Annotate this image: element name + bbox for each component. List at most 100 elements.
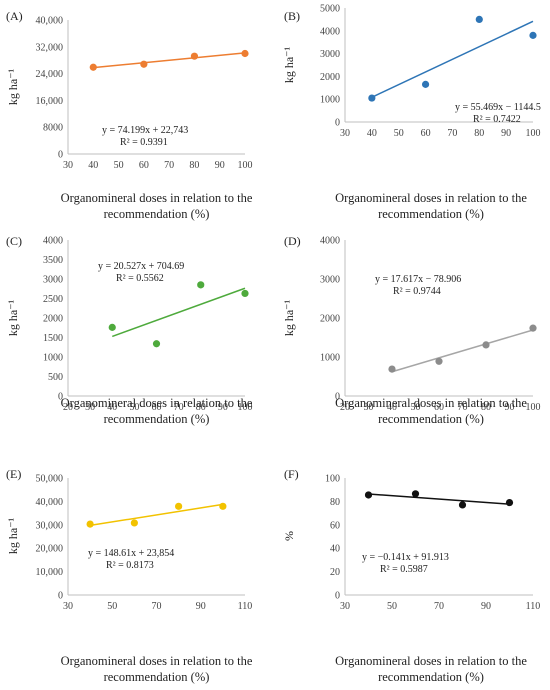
x-tick-label: 20: [63, 402, 73, 413]
r-squared: R² = 0.5562: [116, 273, 164, 284]
x-tick-label: 50: [394, 128, 404, 139]
x-axis-label-line1: Organomineral doses in relation to the: [61, 654, 253, 668]
data-point: [108, 323, 116, 331]
x-tick-label: 30: [340, 601, 350, 612]
y-tick-label: 500: [48, 372, 63, 383]
trend-line: [391, 329, 534, 373]
r-squared: R² = 0.5987: [380, 564, 428, 575]
data-point: [152, 340, 161, 348]
x-tick-label: 90: [218, 402, 228, 413]
x-axis-label-line1: Organomineral doses in relation to the: [335, 396, 527, 410]
y-axis-label: kg ha⁻¹: [282, 46, 296, 83]
y-tick-label: 0: [335, 591, 340, 602]
trend-equation: y = 148.61x + 23,854: [88, 548, 174, 559]
data-point: [140, 60, 148, 68]
x-tick-label: 30: [63, 160, 73, 171]
x-tick-label: 70: [447, 128, 457, 139]
x-tick-label: 30: [63, 601, 73, 612]
x-tick-label: 50: [129, 402, 139, 413]
x-tick-label: 70: [152, 601, 162, 612]
data-point: [482, 341, 490, 349]
x-tick-label: 50: [107, 601, 117, 612]
x-axis-label-line2: recommendation (%): [378, 670, 484, 684]
x-tick-label: 90: [505, 402, 515, 413]
data-point: [475, 15, 483, 23]
y-tick-label: 4000: [320, 236, 340, 247]
y-tick-label: 2500: [43, 294, 63, 305]
x-axis-label-line2: recommendation (%): [104, 412, 210, 426]
x-tick-label: 80: [189, 160, 199, 171]
x-tick-label: 110: [526, 601, 541, 612]
y-tick-label: 1000: [320, 353, 340, 364]
y-axis-label: kg ha⁻¹: [6, 517, 20, 554]
x-axis-label-line1: Organomineral doses in relation to the: [61, 396, 253, 410]
y-tick-label: 100: [325, 474, 340, 485]
trend-line: [90, 503, 223, 527]
trend-equation: y = 55.469x − 1144.5: [455, 102, 541, 113]
x-tick-label: 40: [88, 160, 98, 171]
panel-label: (E): [6, 467, 21, 481]
data-point: [241, 49, 249, 58]
y-tick-label: 3000: [320, 275, 340, 286]
x-tick-label: 90: [501, 128, 511, 139]
y-tick-label: 3500: [43, 255, 63, 266]
data-point: [130, 519, 138, 527]
x-tick-label: 20: [340, 402, 350, 413]
data-point: [241, 289, 249, 298]
trend-line: [93, 52, 246, 69]
panel-label: (F): [284, 467, 299, 481]
y-tick-label: 24,000: [36, 69, 64, 80]
x-tick-label: 70: [434, 601, 444, 612]
y-tick-label: 3000: [320, 49, 340, 60]
y-tick-label: 10,000: [36, 567, 64, 578]
x-axis-label-line1: Organomineral doses in relation to the: [335, 191, 527, 205]
data-point: [421, 80, 430, 88]
x-tick-label: 40: [387, 402, 397, 413]
x-tick-label: 60: [434, 402, 444, 413]
y-tick-label: 16,000: [36, 96, 64, 107]
x-tick-label: 70: [458, 402, 468, 413]
x-axis-label-line2: recommendation (%): [104, 670, 210, 684]
x-tick-label: 90: [215, 160, 225, 171]
trend-equation: y = 17.617x − 78.906: [375, 274, 461, 285]
y-tick-label: 40,000: [36, 16, 64, 27]
data-point: [458, 501, 467, 509]
x-tick-label: 30: [85, 402, 95, 413]
data-point: [368, 94, 376, 102]
data-point: [190, 52, 199, 60]
panel-label: (C): [6, 234, 22, 248]
data-point: [364, 491, 373, 499]
panel-label: (A): [6, 9, 23, 23]
y-tick-label: 0: [335, 118, 340, 129]
r-squared: R² = 0.7422: [473, 114, 521, 125]
y-tick-label: 0: [335, 392, 340, 403]
trend-equation: y = −0.141x + 91.913: [362, 552, 449, 563]
x-tick-label: 80: [481, 402, 491, 413]
y-axis-label: kg ha⁻¹: [6, 299, 20, 336]
y-tick-label: 1500: [43, 333, 63, 344]
x-tick-label: 80: [474, 128, 484, 139]
panel-label: (D): [284, 234, 301, 248]
y-tick-label: 0: [58, 392, 63, 403]
y-tick-label: 40,000: [36, 497, 64, 508]
x-tick-label: 90: [481, 601, 491, 612]
trend-line: [371, 20, 534, 98]
x-tick-label: 110: [238, 601, 253, 612]
y-tick-label: 30,000: [36, 520, 64, 531]
x-tick-label: 40: [107, 402, 117, 413]
data-point: [86, 520, 94, 528]
y-tick-label: 1000: [43, 353, 63, 364]
x-axis-label-line2: recommendation (%): [378, 207, 484, 221]
y-tick-label: 4000: [320, 26, 340, 37]
x-tick-label: 60: [152, 402, 162, 413]
panel-label: (B): [284, 9, 300, 23]
x-tick-label: 40: [367, 128, 377, 139]
y-tick-label: 20: [330, 567, 340, 578]
x-tick-label: 70: [174, 402, 184, 413]
x-tick-label: 50: [411, 402, 421, 413]
x-tick-label: 50: [114, 160, 124, 171]
y-tick-label: 60: [330, 520, 340, 531]
x-tick-label: 100: [526, 402, 541, 413]
x-tick-label: 100: [526, 128, 541, 139]
